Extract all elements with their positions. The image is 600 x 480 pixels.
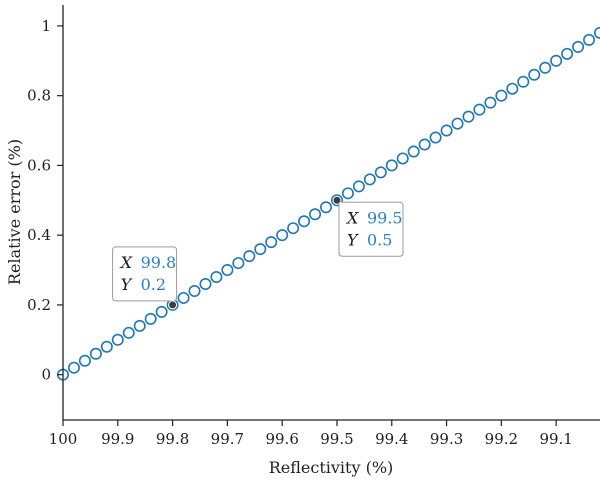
- y-tick-label: 1: [41, 17, 51, 35]
- datatip-value: 99.8: [141, 253, 177, 272]
- data-point[interactable]: [89, 347, 102, 360]
- data-point[interactable]: [199, 277, 212, 290]
- data-point[interactable]: [572, 40, 585, 53]
- datatip-value: 0.5: [367, 230, 392, 249]
- datatip-marker: [332, 195, 342, 205]
- data-point[interactable]: [583, 33, 596, 46]
- data-point[interactable]: [363, 173, 376, 186]
- data-point[interactable]: [111, 333, 124, 346]
- data-point[interactable]: [144, 312, 157, 325]
- data-point[interactable]: [287, 222, 300, 235]
- x-tick-label: 99.6: [265, 430, 298, 448]
- data-point[interactable]: [506, 82, 519, 95]
- data-point[interactable]: [133, 319, 146, 332]
- x-tick-label: 99.9: [101, 430, 134, 448]
- axes: 100 99.9 99.8 99.7 99.6 99.5 99.4 99.3 99.2 99.1 …: [5, 5, 600, 477]
- data-point[interactable]: [473, 103, 486, 116]
- data-point[interactable]: [100, 340, 113, 353]
- data-point[interactable]: [352, 180, 365, 193]
- x-tick-label: 99.2: [485, 430, 518, 448]
- axes-frame: [62, 5, 600, 421]
- x-axis-title: Reflectivity (%): [269, 458, 394, 477]
- y-tick-label: 0.4: [27, 226, 51, 244]
- y-tick-label: 0: [41, 366, 51, 384]
- datatip-key: Y: [121, 275, 133, 294]
- data-point[interactable]: [561, 47, 574, 60]
- datatip-box: [112, 246, 178, 302]
- data-point[interactable]: [177, 291, 190, 304]
- data-point[interactable]: [155, 305, 168, 318]
- datatip-key: X: [345, 208, 359, 227]
- x-tick-label: 99.7: [211, 430, 244, 448]
- y-tick-label: 0.6: [27, 156, 51, 174]
- x-tick-label: 99.5: [320, 430, 353, 448]
- data-point[interactable]: [396, 152, 409, 165]
- x-tick-label: 99.4: [375, 430, 408, 448]
- data-point[interactable]: [254, 243, 267, 256]
- data-point[interactable]: [594, 26, 600, 39]
- y-tick-label: 0.8: [27, 87, 51, 105]
- data-point[interactable]: [276, 229, 289, 242]
- y-axis-ticks: 0 0.2 0.4 0.6 0.8 1: [27, 17, 63, 384]
- data-point[interactable]: [320, 201, 333, 214]
- data-point[interactable]: [122, 326, 135, 339]
- data-point[interactable]: [210, 271, 223, 284]
- x-tick-label: 100: [49, 430, 78, 448]
- data-point[interactable]: [539, 61, 552, 74]
- data-points: [56, 26, 600, 381]
- x-tick-label: 99.8: [156, 430, 189, 448]
- datatip: X 99.5 Y 0.5: [332, 195, 404, 257]
- data-point[interactable]: [495, 89, 508, 102]
- x-tick-label: 99.1: [539, 430, 572, 448]
- data-point[interactable]: [243, 250, 256, 263]
- x-tick-label: 99.3: [430, 430, 463, 448]
- datatip-key: Y: [347, 230, 359, 249]
- data-point[interactable]: [188, 284, 201, 297]
- data-point[interactable]: [429, 131, 442, 144]
- datatips: X 99.8 Y 0.2 X 99.5 Y 0.5: [112, 195, 404, 310]
- y-axis-title: Relative error (%): [5, 139, 24, 285]
- datatip-marker: [168, 300, 178, 310]
- data-point[interactable]: [221, 264, 234, 277]
- data-point[interactable]: [451, 117, 464, 130]
- data-point[interactable]: [298, 215, 311, 228]
- data-point[interactable]: [67, 361, 80, 374]
- data-point[interactable]: [374, 166, 387, 179]
- data-point[interactable]: [265, 236, 278, 249]
- data-point[interactable]: [407, 145, 420, 158]
- data-point[interactable]: [341, 187, 354, 200]
- datatip: X 99.8 Y 0.2: [112, 246, 178, 310]
- data-point[interactable]: [232, 257, 245, 270]
- data-point[interactable]: [517, 75, 530, 88]
- data-point[interactable]: [385, 159, 398, 172]
- data-point[interactable]: [462, 110, 475, 123]
- data-point[interactable]: [440, 124, 453, 137]
- y-tick-label: 0.2: [27, 296, 51, 314]
- datatip-box: [338, 201, 404, 257]
- data-point[interactable]: [309, 208, 322, 221]
- data-point[interactable]: [550, 54, 563, 67]
- data-point[interactable]: [528, 68, 541, 81]
- data-point[interactable]: [418, 138, 431, 151]
- data-point[interactable]: [78, 354, 91, 367]
- datatip-value: 0.2: [141, 275, 166, 294]
- datatip-key: X: [119, 253, 133, 272]
- x-axis-ticks: 100 99.9 99.8 99.7 99.6 99.5 99.4 99.3 99.2 99.1: [49, 420, 573, 448]
- datatip-value: 99.5: [367, 208, 403, 227]
- data-point[interactable]: [484, 96, 497, 109]
